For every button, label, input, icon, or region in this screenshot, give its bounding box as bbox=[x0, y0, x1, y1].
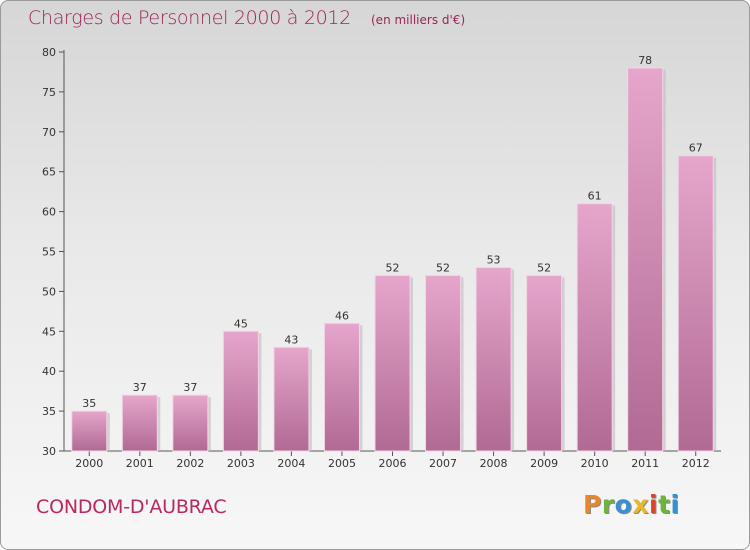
bar bbox=[627, 67, 664, 452]
x-tick-label: 2002 bbox=[176, 457, 204, 470]
data-label: 35 bbox=[82, 397, 96, 410]
x-tick-label: 2012 bbox=[682, 457, 710, 470]
data-label: 53 bbox=[487, 253, 501, 266]
bar bbox=[677, 155, 714, 452]
bar bbox=[526, 274, 563, 452]
data-label: 52 bbox=[537, 261, 551, 274]
y-tick-label: 35 bbox=[42, 405, 56, 418]
data-label: 43 bbox=[284, 333, 298, 346]
y-tick-label: 40 bbox=[42, 365, 56, 378]
bar bbox=[71, 410, 108, 452]
x-tick-label: 2003 bbox=[227, 457, 255, 470]
logo-letter: r bbox=[601, 490, 615, 519]
x-tick-label: 2004 bbox=[277, 457, 305, 470]
data-label: 45 bbox=[234, 317, 248, 330]
chart-subtitle: (en milliers d'€) bbox=[371, 13, 466, 27]
data-label: 52 bbox=[386, 261, 400, 274]
y-tick-label: 50 bbox=[42, 285, 56, 298]
x-tick-label: 2001 bbox=[126, 457, 154, 470]
x-tick-label: 2005 bbox=[328, 457, 356, 470]
bar bbox=[374, 274, 411, 452]
bar bbox=[172, 394, 209, 452]
y-tick-label: 70 bbox=[42, 126, 56, 139]
bar bbox=[222, 330, 259, 452]
x-tick-label: 2006 bbox=[379, 457, 407, 470]
commune-name: CONDOM-D'AUBRAC bbox=[36, 496, 227, 518]
y-tick-label: 65 bbox=[42, 166, 56, 179]
chart-title: Charges de Personnel 2000 à 2012 bbox=[28, 7, 351, 29]
proxiti-logo[interactable]: Proxiti bbox=[583, 490, 680, 519]
data-label: 37 bbox=[133, 381, 147, 394]
data-label: 78 bbox=[638, 54, 652, 67]
bar bbox=[323, 322, 360, 452]
data-label: 61 bbox=[588, 190, 602, 203]
data-label: 67 bbox=[689, 142, 703, 155]
y-tick-label: 30 bbox=[42, 445, 56, 458]
bar bbox=[425, 274, 462, 452]
data-label: 37 bbox=[183, 381, 197, 394]
x-tick-label: 2008 bbox=[480, 457, 508, 470]
x-tick-label: 2007 bbox=[429, 457, 457, 470]
bar bbox=[475, 266, 512, 452]
x-tick-label: 2009 bbox=[530, 457, 558, 470]
y-tick-label: 75 bbox=[42, 86, 56, 99]
bars-group bbox=[71, 67, 717, 452]
y-tick-label: 55 bbox=[42, 246, 56, 259]
logo-letter: x bbox=[632, 490, 649, 519]
bar bbox=[576, 203, 613, 452]
x-tick-label: 2010 bbox=[581, 457, 609, 470]
y-tick-label: 45 bbox=[42, 325, 56, 338]
logo-letter: i bbox=[649, 490, 659, 519]
logo-letter: o bbox=[614, 490, 633, 519]
data-label: 52 bbox=[436, 261, 450, 274]
bar bbox=[121, 394, 158, 452]
x-tick-label: 2011 bbox=[631, 457, 659, 470]
bar bbox=[273, 346, 310, 452]
y-tick-label: 80 bbox=[42, 46, 56, 59]
logo-letter: i bbox=[670, 490, 680, 519]
logo-letter: P bbox=[583, 490, 602, 519]
labels-group: 35 37 37 45 43 46 52 52 53 52 61 78 67 bbox=[82, 54, 702, 410]
logo-letter: t bbox=[658, 490, 671, 519]
y-tick-label: 60 bbox=[42, 206, 56, 219]
data-label: 46 bbox=[335, 309, 349, 322]
x-tick-label: 2000 bbox=[75, 457, 103, 470]
